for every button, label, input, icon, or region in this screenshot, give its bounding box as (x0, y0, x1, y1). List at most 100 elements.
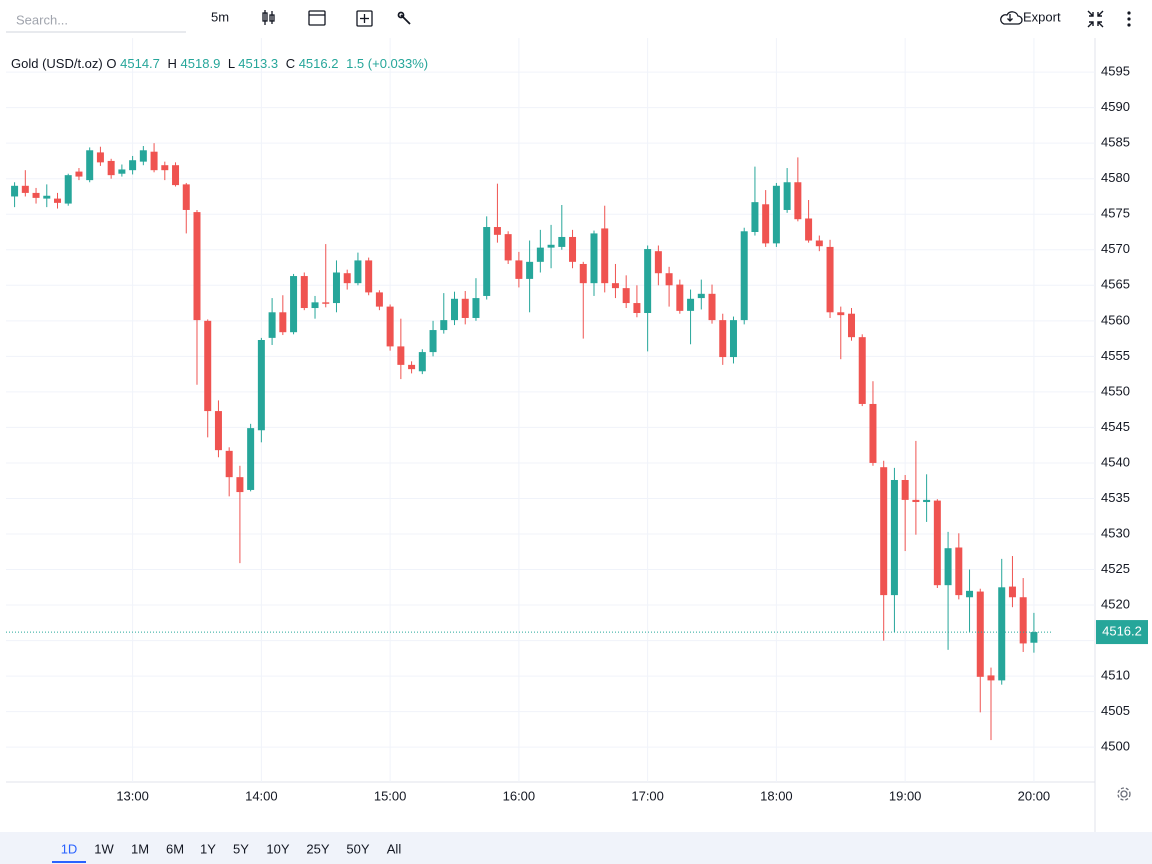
y-tick-label: 4580 (1101, 170, 1130, 185)
x-tick-label: 13:00 (116, 788, 149, 803)
legend-key: O (106, 56, 117, 71)
candle-body (214, 411, 222, 451)
candle-body (998, 587, 1006, 681)
legend-value: 4514.7 (120, 56, 160, 71)
candle-body (343, 273, 351, 284)
range-button[interactable]: 1M (131, 841, 149, 856)
y-tick-label: 4520 (1101, 596, 1130, 611)
candle-body (493, 227, 501, 235)
legend-title: Gold (USD/t.oz) (11, 56, 103, 71)
candle-body (139, 150, 147, 162)
candle-body (890, 479, 898, 596)
add-button[interactable] (356, 10, 373, 27)
x-tick-label: 18:00 (760, 788, 793, 803)
candle-body (440, 320, 448, 331)
range-button[interactable]: 1W (94, 841, 114, 856)
candle-body (569, 236, 577, 262)
candle-body (418, 352, 426, 372)
x-tick-label: 15:00 (374, 788, 407, 803)
candle-type-button[interactable] (262, 10, 275, 25)
range-button[interactable]: 5Y (233, 841, 249, 856)
candle-body (290, 276, 298, 333)
candle-body (858, 337, 866, 404)
export-label[interactable]: Export (1023, 9, 1061, 24)
legend-key: L (227, 56, 235, 71)
candle-body (96, 152, 104, 163)
candle-body (429, 330, 437, 353)
candle-body (654, 251, 662, 274)
candle-body (719, 320, 727, 358)
legend-change: 1.5 (346, 56, 365, 71)
y-tick-label: 4565 (1101, 277, 1130, 292)
candle-body (933, 500, 941, 586)
legend-key: C (285, 56, 296, 71)
candle-body (944, 548, 952, 586)
y-tick-label: 4510 (1101, 668, 1130, 683)
range-button[interactable]: 50Y (346, 841, 369, 856)
candle-body (526, 261, 534, 279)
y-tick-label: 4540 (1101, 454, 1130, 469)
y-tick-label: 4545 (1101, 419, 1130, 434)
interval-button[interactable]: 5m (211, 9, 229, 24)
candle-body (611, 283, 619, 289)
candle-body (987, 675, 995, 681)
collapse-button[interactable] (1087, 10, 1104, 28)
candle-body (687, 298, 695, 311)
export-button[interactable]: Export (1000, 9, 1061, 25)
y-tick-label: 4570 (1101, 241, 1130, 256)
range-button[interactable]: All (387, 841, 402, 856)
y-tick-label: 4500 (1101, 739, 1130, 754)
candle-body (579, 263, 587, 284)
candle-body (107, 160, 115, 176)
candle-body (622, 288, 630, 304)
candle-body (172, 165, 180, 186)
candle-body (247, 428, 255, 490)
candle-body (536, 247, 544, 262)
candle-body (365, 260, 373, 293)
candle-body (676, 284, 684, 311)
candle-body (794, 182, 802, 220)
menu-button[interactable] (1127, 11, 1131, 27)
candle-body (762, 204, 770, 244)
candle-body (118, 169, 126, 174)
search-box[interactable]: Search... (16, 12, 68, 27)
last-price-badge (1096, 620, 1148, 645)
candle-body (322, 302, 330, 304)
candle-body (590, 233, 598, 284)
range-button[interactable]: 25Y (306, 841, 329, 856)
y-tick-label: 4585 (1101, 135, 1130, 150)
candle-body (558, 236, 566, 247)
candle-body (236, 477, 244, 493)
calendar-button[interactable] (308, 10, 326, 26)
settings-button[interactable] (1117, 787, 1131, 801)
range-bar (0, 832, 1152, 864)
candle-body (332, 272, 340, 304)
candle-body (697, 293, 705, 299)
candle-body (912, 499, 920, 503)
candle-body (32, 192, 40, 198)
candle-body (204, 320, 212, 412)
candle-body (729, 320, 737, 358)
candle-body (11, 185, 19, 197)
last-price-label: 4516.2 (1102, 624, 1142, 639)
candle-body (225, 450, 233, 478)
range-button[interactable]: 10Y (266, 841, 289, 856)
candle-body (751, 202, 759, 232)
candle-body (805, 218, 813, 241)
candle-body (129, 160, 137, 171)
y-tick-label: 4590 (1101, 99, 1130, 114)
y-tick-label: 4525 (1101, 561, 1130, 576)
candle-body (665, 273, 673, 286)
x-tick-label: 20:00 (1018, 788, 1051, 803)
range-button[interactable]: 1Y (200, 841, 216, 856)
x-tick-label: 17:00 (631, 788, 664, 803)
candle-body (483, 227, 491, 296)
y-tick-label: 4555 (1101, 348, 1130, 363)
candle-body (386, 306, 394, 347)
candle-body (815, 240, 823, 247)
tools-button[interactable] (397, 11, 411, 25)
range-button[interactable]: 1D (61, 841, 78, 856)
y-tick-label: 4530 (1101, 525, 1130, 540)
range-button[interactable]: 6M (166, 841, 184, 856)
candle-body (504, 234, 512, 261)
